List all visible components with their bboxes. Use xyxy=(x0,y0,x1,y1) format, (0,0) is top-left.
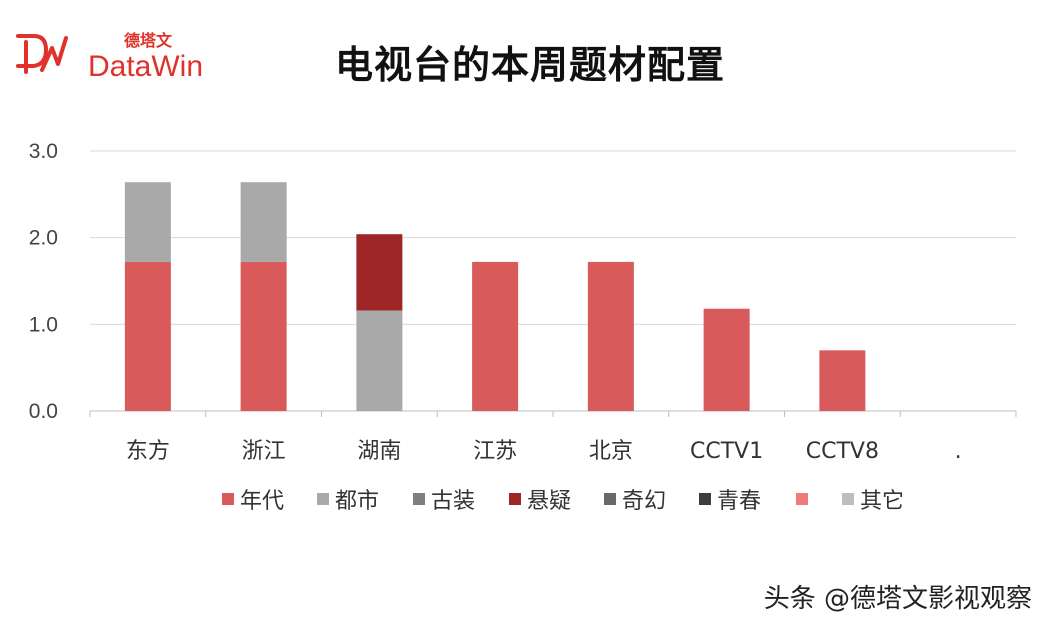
legend-swatch xyxy=(796,493,808,505)
x-category-label: 北京 xyxy=(589,439,633,464)
y-tick-label: 3.0 xyxy=(29,140,58,163)
bar-segment xyxy=(356,234,403,311)
legend-label: 悬疑 xyxy=(527,489,572,514)
legend-swatch xyxy=(413,493,425,505)
x-category-label: 湖南 xyxy=(357,439,401,464)
bar-segment xyxy=(240,182,287,262)
bar-segment xyxy=(124,182,171,262)
bar-segment xyxy=(472,261,519,411)
bar-segment xyxy=(819,350,866,411)
legend-item: 悬疑 xyxy=(509,484,571,514)
y-tick-label: 1.0 xyxy=(29,313,58,336)
bar-segment xyxy=(356,310,403,411)
legend-label: 奇幻 xyxy=(622,489,667,514)
x-category-label: 江苏 xyxy=(473,439,517,464)
legend-swatch xyxy=(699,493,711,505)
bar-segment xyxy=(240,261,287,411)
legend-swatch xyxy=(509,493,521,505)
legend-swatch xyxy=(842,493,854,505)
bar-segment xyxy=(587,261,634,411)
legend-label: 青春 xyxy=(717,489,762,514)
logo-text-cn: 德塔文 xyxy=(124,31,173,50)
logo-text-en: DataWin xyxy=(88,50,203,82)
legend-swatch xyxy=(222,493,234,505)
logo-mark-icon xyxy=(16,34,68,74)
legend-item: 古装 xyxy=(413,484,475,514)
legend-item: 其它 xyxy=(842,484,904,514)
legend-label: 都市 xyxy=(335,489,380,514)
legend-swatch xyxy=(317,493,329,505)
chart-title: 电视台的本周题材配置 xyxy=(334,43,725,87)
legend-swatch xyxy=(604,493,616,505)
legend: 年代 都市 古装 悬疑 奇幻 青春 其它 xyxy=(0,484,1048,514)
x-category-label: CCTV8 xyxy=(806,439,879,464)
legend-item: 奇幻 xyxy=(604,484,666,514)
y-tick-label: 2.0 xyxy=(29,227,58,250)
bar-segment xyxy=(124,261,171,411)
watermark: 头条 @德塔文影视观察 xyxy=(763,584,1032,614)
bar-segment xyxy=(703,308,750,411)
legend-item: 年代 xyxy=(222,484,284,514)
x-category-label: . xyxy=(955,439,962,464)
x-category-label: 浙江 xyxy=(242,439,286,464)
x-category-label: 东方 xyxy=(126,439,170,464)
datawin-logo: 德塔文 DataWin xyxy=(16,31,203,82)
y-tick-label: 0.0 xyxy=(29,400,58,423)
legend-item xyxy=(796,484,814,514)
x-category-label: CCTV1 xyxy=(690,439,763,464)
legend-item: 都市 xyxy=(317,484,379,514)
legend-label: 古装 xyxy=(431,489,476,514)
legend-item: 青春 xyxy=(699,484,761,514)
legend-label: 年代 xyxy=(240,489,285,514)
legend-label: 其它 xyxy=(860,489,905,514)
